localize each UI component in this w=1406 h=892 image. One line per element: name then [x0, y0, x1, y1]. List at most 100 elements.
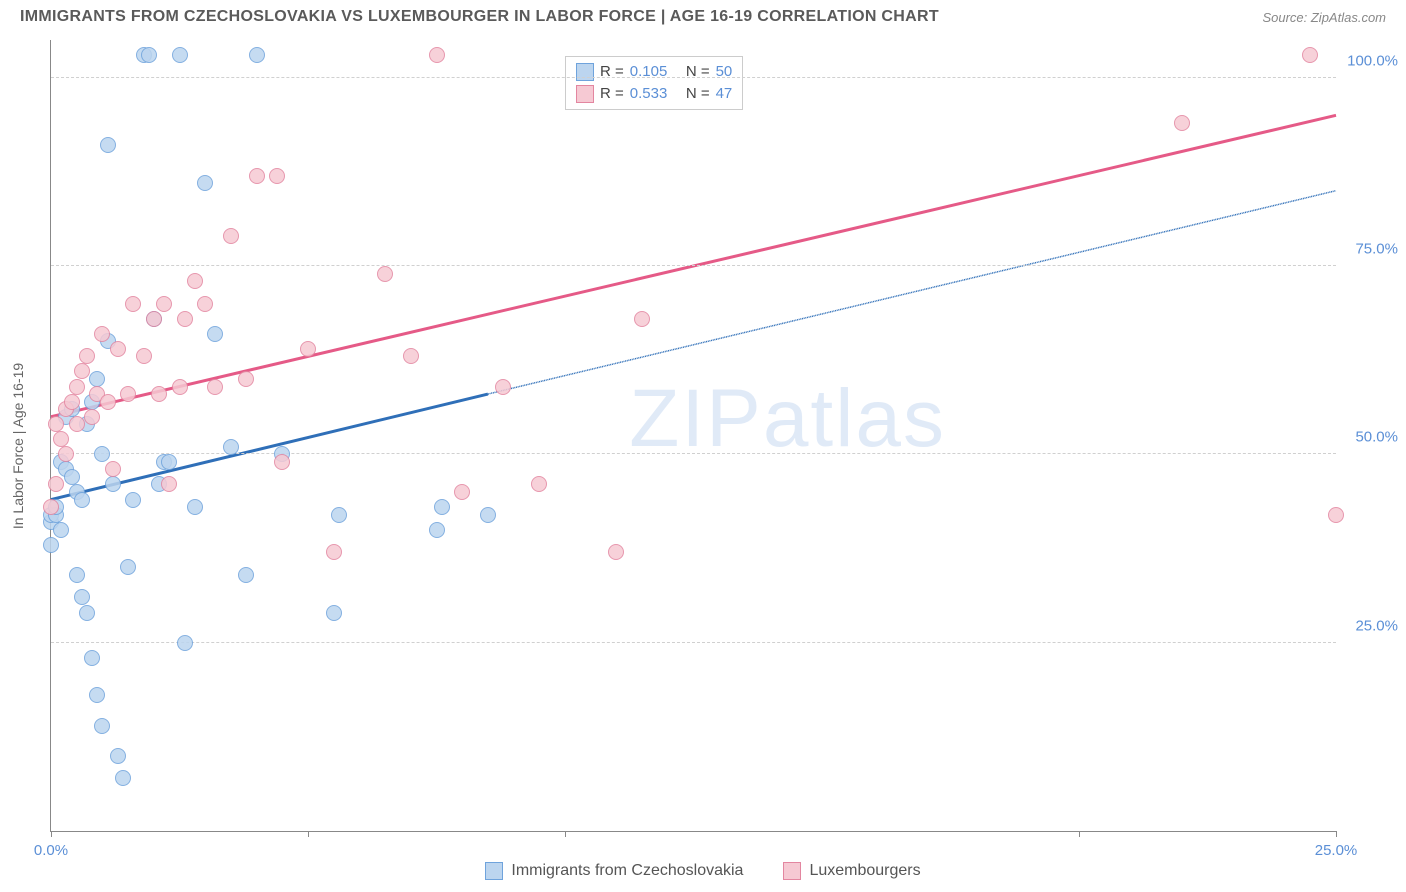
ytick-label: 100.0% — [1347, 52, 1398, 69]
ytick-label: 50.0% — [1355, 429, 1398, 446]
legend-row: R = 0.105 N = 50 — [576, 61, 732, 83]
data-point — [69, 567, 85, 583]
trendlines-layer — [51, 40, 1336, 831]
data-point — [634, 311, 650, 327]
data-point — [269, 168, 285, 184]
data-point — [434, 499, 450, 515]
data-point — [100, 137, 116, 153]
data-point — [238, 371, 254, 387]
series-legend-label: Immigrants from Czechoslovakia — [511, 862, 743, 880]
xtick-mark — [565, 831, 566, 837]
gridline-h — [51, 77, 1336, 78]
data-point — [120, 386, 136, 402]
data-point — [249, 168, 265, 184]
data-point — [48, 476, 64, 492]
xtick-mark — [1079, 831, 1080, 837]
plot-area: ZIPatlas R = 0.105 N = 50R = 0.533 N = 4… — [50, 40, 1336, 832]
data-point — [100, 394, 116, 410]
data-point — [136, 348, 152, 364]
data-point — [151, 386, 167, 402]
data-point — [326, 605, 342, 621]
gridline-h — [51, 453, 1336, 454]
data-point — [94, 446, 110, 462]
data-point — [79, 605, 95, 621]
legend-r-value: 0.105 — [630, 63, 668, 80]
data-point — [94, 718, 110, 734]
data-point — [125, 296, 141, 312]
legend-swatch — [576, 85, 594, 103]
data-point — [115, 770, 131, 786]
series-legend: Immigrants from Czechoslovakia Luxembourg… — [0, 862, 1406, 880]
legend-swatch — [576, 63, 594, 81]
legend-r-label: R = — [600, 63, 624, 80]
correlation-legend: R = 0.105 N = 50R = 0.533 N = 47 — [565, 56, 743, 110]
data-point — [223, 228, 239, 244]
data-point — [79, 348, 95, 364]
gridline-h — [51, 265, 1336, 266]
xtick-mark — [1336, 831, 1337, 837]
data-point — [197, 296, 213, 312]
series-legend-item: Luxembourgers — [783, 862, 920, 880]
data-point — [89, 371, 105, 387]
data-point — [141, 47, 157, 63]
data-point — [74, 363, 90, 379]
legend-row: R = 0.533 N = 47 — [576, 83, 732, 105]
data-point — [249, 47, 265, 63]
data-point — [105, 476, 121, 492]
data-point — [120, 559, 136, 575]
xtick-label: 25.0% — [1315, 842, 1358, 859]
data-point — [177, 311, 193, 327]
data-point — [377, 266, 393, 282]
legend-n-value: 47 — [716, 85, 733, 102]
data-point — [110, 748, 126, 764]
data-point — [187, 273, 203, 289]
ytick-label: 25.0% — [1355, 617, 1398, 634]
data-point — [64, 469, 80, 485]
data-point — [1328, 507, 1344, 523]
data-point — [146, 311, 162, 327]
data-point — [53, 431, 69, 447]
data-point — [161, 454, 177, 470]
gridline-h — [51, 642, 1336, 643]
data-point — [156, 296, 172, 312]
data-point — [48, 416, 64, 432]
data-point — [69, 416, 85, 432]
data-point — [403, 348, 419, 364]
data-point — [223, 439, 239, 455]
data-point — [1302, 47, 1318, 63]
legend-r-value: 0.533 — [630, 85, 668, 102]
data-point — [84, 650, 100, 666]
data-point — [531, 476, 547, 492]
data-point — [608, 544, 624, 560]
source-label: Source: ZipAtlas.com — [1262, 10, 1386, 25]
legend-n-label: N = — [673, 85, 709, 102]
chart-title: IMMIGRANTS FROM CZECHOSLOVAKIA VS LUXEMB… — [20, 8, 939, 26]
data-point — [64, 394, 80, 410]
xtick-mark — [308, 831, 309, 837]
data-point — [207, 379, 223, 395]
data-point — [207, 326, 223, 342]
data-point — [300, 341, 316, 357]
data-point — [429, 47, 445, 63]
data-point — [69, 379, 85, 395]
data-point — [74, 492, 90, 508]
data-point — [43, 537, 59, 553]
data-point — [172, 379, 188, 395]
data-point — [238, 567, 254, 583]
data-point — [197, 175, 213, 191]
series-legend-item: Immigrants from Czechoslovakia — [485, 862, 743, 880]
data-point — [480, 507, 496, 523]
xtick-label: 0.0% — [34, 842, 68, 859]
data-point — [429, 522, 445, 538]
xtick-mark — [51, 831, 52, 837]
data-point — [94, 326, 110, 342]
data-point — [43, 499, 59, 515]
data-point — [187, 499, 203, 515]
data-point — [58, 446, 74, 462]
data-point — [161, 476, 177, 492]
legend-r-label: R = — [600, 85, 624, 102]
trendline-dashed — [488, 191, 1336, 394]
series-legend-label: Luxembourgers — [809, 862, 920, 880]
legend-n-value: 50 — [716, 63, 733, 80]
y-axis-label: In Labor Force | Age 16-19 — [10, 363, 26, 529]
